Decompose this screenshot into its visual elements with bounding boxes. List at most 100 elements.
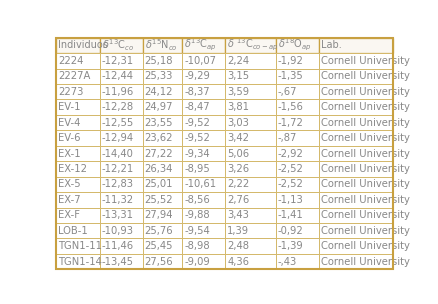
Bar bbox=[225, 192, 276, 208]
Text: Cornell University: Cornell University bbox=[321, 195, 410, 205]
Text: -14,40: -14,40 bbox=[102, 149, 134, 158]
Text: -13,45: -13,45 bbox=[102, 257, 134, 267]
Text: EX-7: EX-7 bbox=[59, 195, 81, 205]
Bar bbox=[225, 254, 276, 269]
Text: -12,31: -12,31 bbox=[102, 56, 134, 66]
Bar bbox=[99, 84, 143, 99]
Text: 2227A: 2227A bbox=[59, 71, 91, 81]
Bar bbox=[225, 177, 276, 192]
Text: -9,34: -9,34 bbox=[184, 149, 210, 158]
Bar bbox=[99, 38, 143, 53]
Text: $\delta^{18}$O$_{ap}$: $\delta^{18}$O$_{ap}$ bbox=[278, 37, 311, 54]
Text: 2,22: 2,22 bbox=[227, 179, 250, 189]
Text: Cornell University: Cornell University bbox=[321, 133, 410, 143]
Bar bbox=[276, 254, 319, 269]
Text: -0,92: -0,92 bbox=[278, 226, 304, 236]
Text: 27,56: 27,56 bbox=[145, 257, 173, 267]
Text: Cornell University: Cornell University bbox=[321, 210, 410, 220]
Text: Cornell University: Cornell University bbox=[321, 257, 410, 267]
Bar bbox=[57, 254, 99, 269]
Bar bbox=[99, 99, 143, 115]
Text: -12,83: -12,83 bbox=[102, 179, 134, 189]
Bar bbox=[99, 115, 143, 130]
Text: Cornell University: Cornell University bbox=[321, 56, 410, 66]
Text: -1,56: -1,56 bbox=[278, 102, 304, 112]
Bar bbox=[143, 208, 182, 223]
Text: -2,92: -2,92 bbox=[278, 149, 304, 158]
Text: Cornell University: Cornell University bbox=[321, 241, 410, 251]
Bar bbox=[276, 53, 319, 68]
Text: -11,32: -11,32 bbox=[102, 195, 134, 205]
Bar bbox=[99, 146, 143, 161]
Bar bbox=[182, 99, 225, 115]
Bar bbox=[143, 53, 182, 68]
Text: -8,95: -8,95 bbox=[184, 164, 210, 174]
Bar bbox=[319, 130, 392, 146]
Bar bbox=[143, 161, 182, 177]
Text: 24,97: 24,97 bbox=[145, 102, 173, 112]
Bar bbox=[143, 239, 182, 254]
Bar bbox=[319, 254, 392, 269]
Text: -9,52: -9,52 bbox=[184, 118, 210, 128]
Bar bbox=[276, 177, 319, 192]
Bar bbox=[182, 192, 225, 208]
Bar bbox=[276, 208, 319, 223]
Text: -8,98: -8,98 bbox=[184, 241, 210, 251]
Text: 2,24: 2,24 bbox=[227, 56, 249, 66]
Bar bbox=[225, 38, 276, 53]
Bar bbox=[276, 223, 319, 239]
Bar bbox=[57, 146, 99, 161]
Text: EX-5: EX-5 bbox=[59, 179, 81, 189]
Text: 4,36: 4,36 bbox=[227, 257, 249, 267]
Bar bbox=[276, 84, 319, 99]
Text: TGN1-11: TGN1-11 bbox=[59, 241, 102, 251]
Bar bbox=[57, 99, 99, 115]
Text: Cornell University: Cornell University bbox=[321, 179, 410, 189]
Bar bbox=[57, 208, 99, 223]
Bar bbox=[225, 161, 276, 177]
Text: $\delta^{13}$C$_{co}$: $\delta^{13}$C$_{co}$ bbox=[102, 38, 134, 53]
Text: -11,96: -11,96 bbox=[102, 87, 134, 97]
Bar bbox=[225, 84, 276, 99]
Bar bbox=[143, 177, 182, 192]
Bar bbox=[143, 254, 182, 269]
Text: -10,93: -10,93 bbox=[102, 226, 134, 236]
Bar bbox=[276, 161, 319, 177]
Bar bbox=[57, 53, 99, 68]
Text: 2,76: 2,76 bbox=[227, 195, 250, 205]
Text: 23,62: 23,62 bbox=[145, 133, 173, 143]
Text: LOB-1: LOB-1 bbox=[59, 226, 88, 236]
Text: -10,07: -10,07 bbox=[184, 56, 216, 66]
Text: -12,28: -12,28 bbox=[102, 102, 134, 112]
Text: -11,46: -11,46 bbox=[102, 241, 134, 251]
Text: -,43: -,43 bbox=[278, 257, 297, 267]
Bar bbox=[182, 177, 225, 192]
Text: -8,37: -8,37 bbox=[184, 87, 210, 97]
Text: 23,55: 23,55 bbox=[145, 118, 173, 128]
Text: $\delta$ $^{13}$C$_{co-ap}$: $\delta$ $^{13}$C$_{co-ap}$ bbox=[227, 37, 279, 54]
Bar bbox=[319, 161, 392, 177]
Text: 3,43: 3,43 bbox=[227, 210, 249, 220]
Text: 25,45: 25,45 bbox=[145, 241, 173, 251]
Bar bbox=[143, 192, 182, 208]
Bar bbox=[143, 146, 182, 161]
Text: -1,41: -1,41 bbox=[278, 210, 304, 220]
Bar bbox=[225, 223, 276, 239]
Bar bbox=[319, 192, 392, 208]
Text: -9,52: -9,52 bbox=[184, 133, 210, 143]
Text: -10,61: -10,61 bbox=[184, 179, 216, 189]
Bar bbox=[57, 223, 99, 239]
Text: EV-6: EV-6 bbox=[59, 133, 81, 143]
Bar bbox=[225, 239, 276, 254]
Bar bbox=[57, 239, 99, 254]
Text: $\delta^{15}$N$_{co}$: $\delta^{15}$N$_{co}$ bbox=[145, 38, 177, 53]
Bar bbox=[276, 68, 319, 84]
Bar bbox=[99, 208, 143, 223]
Text: 27,94: 27,94 bbox=[145, 210, 173, 220]
Bar bbox=[276, 38, 319, 53]
Text: -8,47: -8,47 bbox=[184, 102, 210, 112]
Bar bbox=[319, 177, 392, 192]
Text: 3,59: 3,59 bbox=[227, 87, 249, 97]
Bar bbox=[99, 239, 143, 254]
Bar bbox=[182, 68, 225, 84]
